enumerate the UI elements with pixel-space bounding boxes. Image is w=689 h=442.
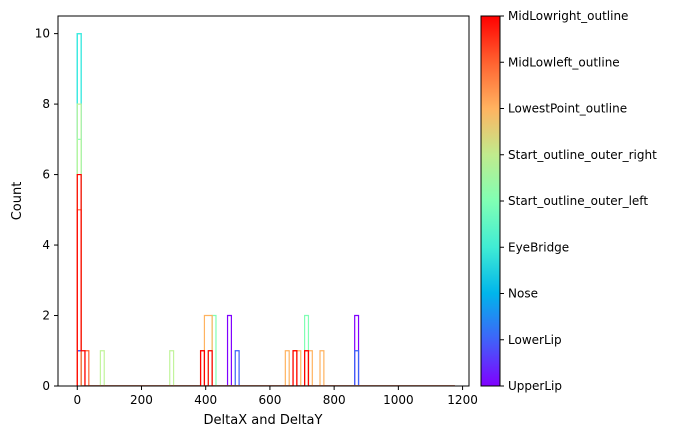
y-axis-label: Count — [10, 182, 25, 221]
colorbar-labels: UpperLip LowerLip Nose EyeBridge Start_outli… — [500, 9, 657, 393]
x-tick-label: 200 — [130, 393, 153, 407]
y-tick-label: 0 — [42, 379, 50, 393]
colorbar-label: Start_outline_outer_left — [508, 194, 648, 208]
histogram-series-0 — [76, 314, 455, 386]
x-tick-label: 400 — [194, 393, 217, 407]
histogram-series-6 — [76, 173, 455, 386]
colorbar-label: MidLowright_outline — [508, 9, 628, 23]
x-tick-label: 0 — [73, 393, 81, 407]
plot-frame — [57, 15, 470, 387]
y-tick-label: 10 — [35, 27, 50, 41]
histogram-series-3 — [76, 33, 455, 386]
x-tick-label: 1200 — [447, 393, 478, 407]
y-axis: 0 2 4 6 8 10 — [35, 27, 58, 393]
x-tick-label: 800 — [323, 393, 346, 407]
y-tick-label: 4 — [42, 238, 50, 252]
histogram-steps — [76, 33, 455, 386]
histogram-series-8 — [76, 173, 455, 386]
x-tick-label: 600 — [258, 393, 281, 407]
y-tick-label: 2 — [42, 309, 50, 323]
y-tick-label: 6 — [42, 168, 50, 182]
colorbar-label: LowerLip — [508, 333, 562, 347]
x-axis: 0 200 400 600 800 1000 1200 — [73, 386, 478, 407]
colorbar-label: UpperLip — [508, 379, 562, 393]
colorbar — [480, 15, 501, 387]
x-tick-label: 1000 — [383, 393, 414, 407]
colorbar-label: EyeBridge — [508, 240, 569, 254]
histogram-series-7 — [76, 209, 455, 386]
colorbar-label: Nose — [508, 287, 538, 301]
histogram-series-4 — [76, 138, 455, 386]
histogram-series-1 — [76, 350, 455, 386]
colorbar-label: Start_outline_outer_right — [508, 148, 657, 162]
colorbar-label: MidLowleft_outline — [508, 55, 620, 69]
colorbar-label: LowestPoint_outline — [508, 102, 627, 116]
y-tick-label: 8 — [42, 97, 50, 111]
histogram-series-2 — [76, 33, 455, 386]
x-axis-label: DeltaX and DeltaY — [204, 413, 323, 428]
histogram-series-5 — [76, 103, 455, 386]
